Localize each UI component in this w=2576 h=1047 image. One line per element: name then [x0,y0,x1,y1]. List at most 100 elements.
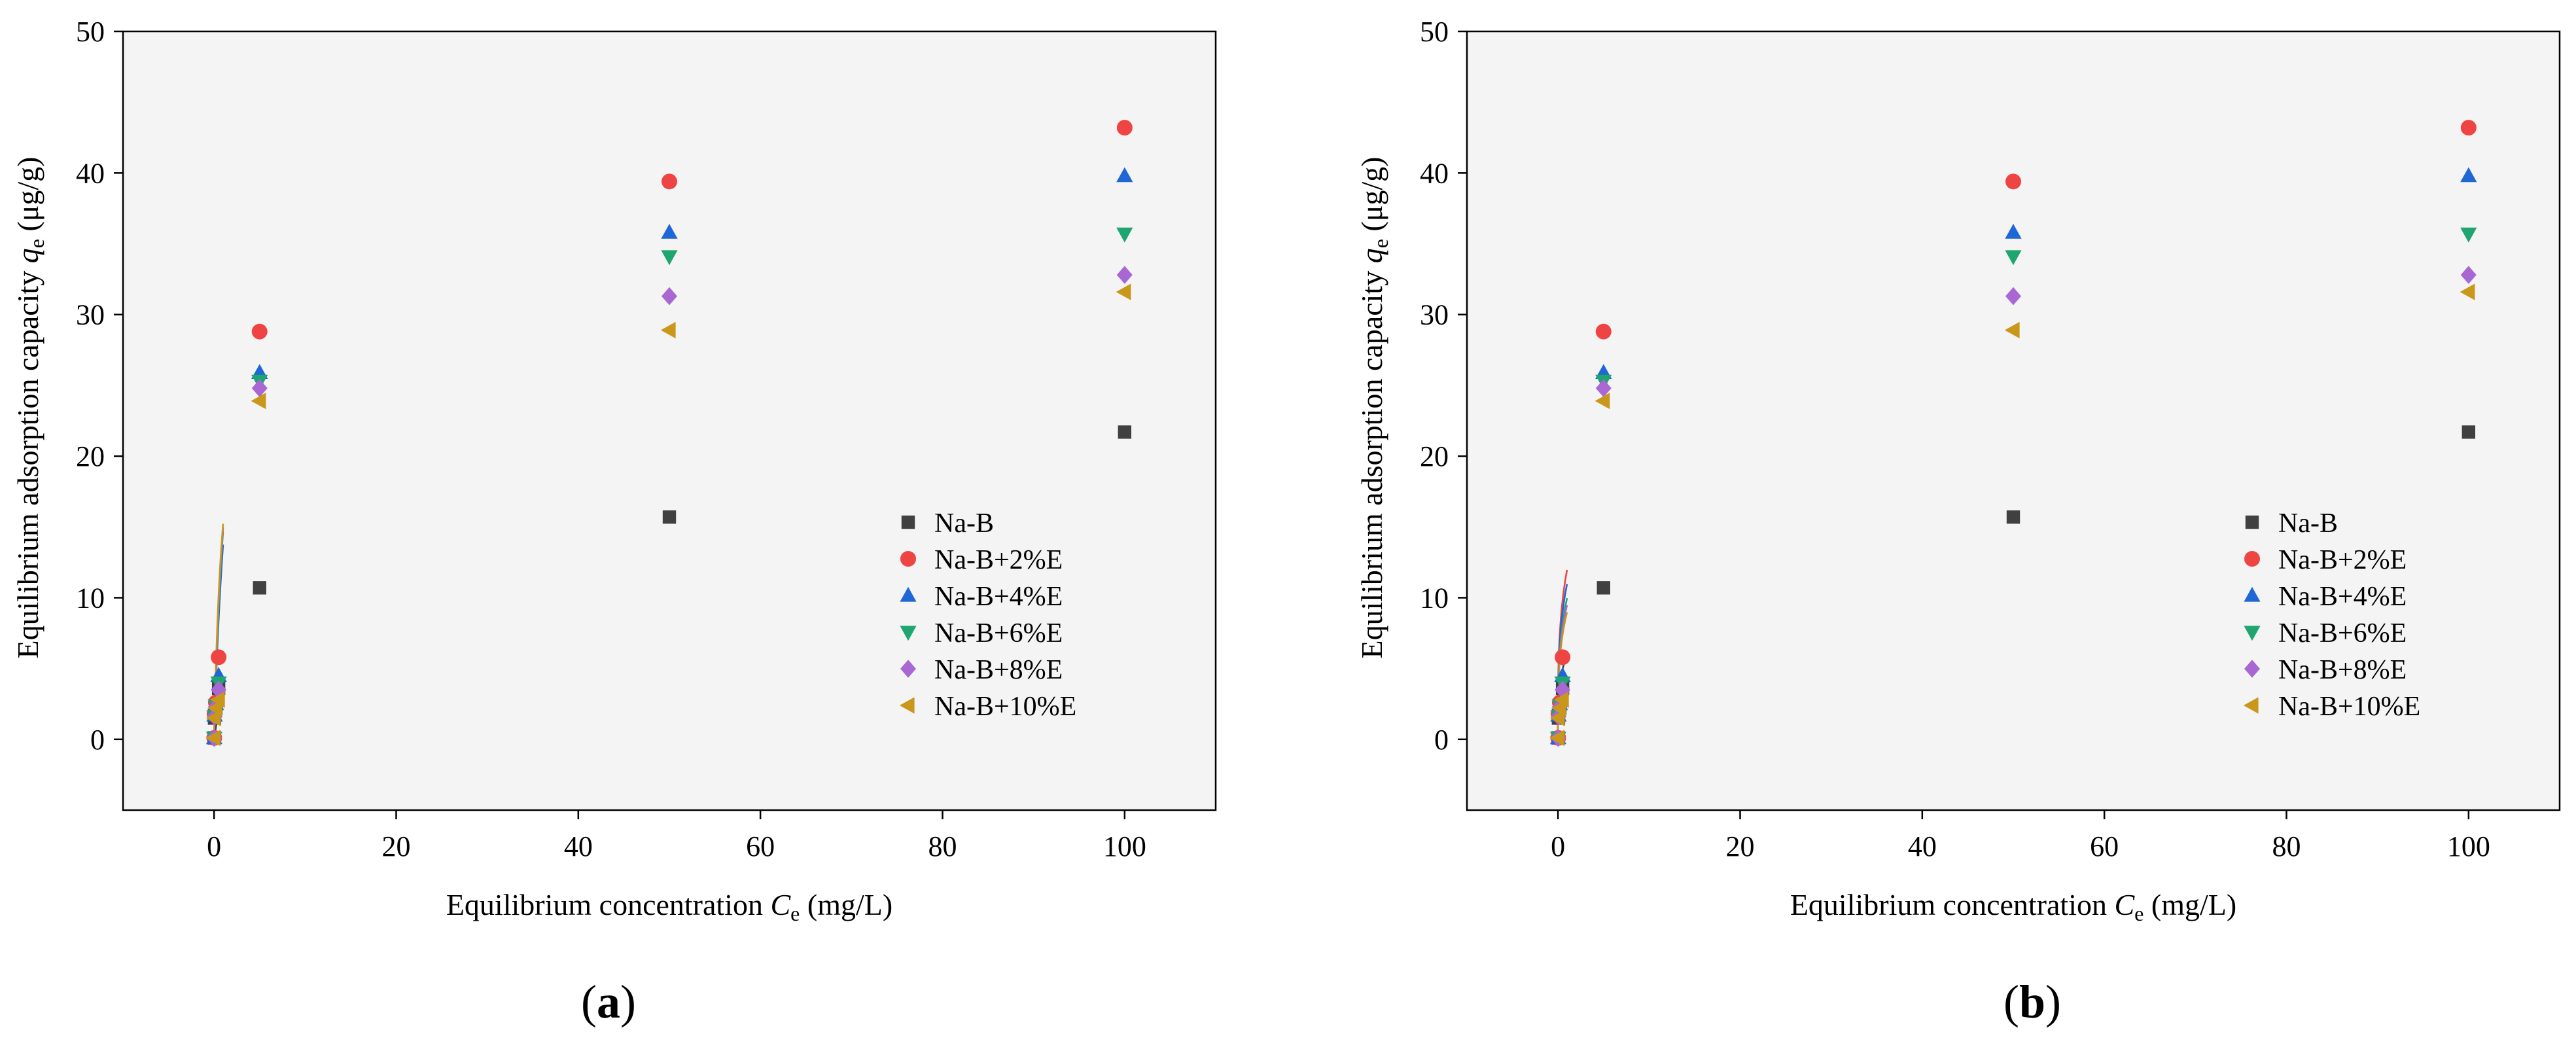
data-point-na-b [2006,510,2020,524]
legend-label-na-b-10-e: Na-B+10%E [934,692,1076,722]
plot-area [1467,31,2560,810]
legend-label-na-b-8-e: Na-B+8%E [934,655,1063,685]
x-tick-label: 60 [2090,830,2119,862]
data-point-na-b-10-e [2004,321,2020,339]
data-point-na-b-10-e [1595,393,1610,410]
legend-marker-na-b-6-e [2244,626,2261,641]
x-tick-label: 100 [2447,830,2490,862]
y-tick-label: 20 [76,440,105,472]
data-point-na-b [1597,581,1610,595]
panel-caption-a: (a) [581,976,636,1028]
legend-label-na-b-2-e: Na-B+2%E [934,545,1063,575]
data-point-na-b-6-e [2460,227,2477,243]
data-point-na-b-2-e [1116,120,1133,136]
data-point-na-b-2-e [2005,173,2021,190]
data-point-na-b-2-e [1555,649,1571,665]
data-point-na-b-8-e [662,287,677,306]
data-point-na-b-6-e [2005,250,2022,266]
legend-label-na-b-6-e: Na-B+6%E [2278,618,2407,648]
x-tick-label: 80 [928,830,957,862]
y-axis-label: Equilibrium adsorption capacity qe (μg/g… [1355,156,1392,658]
y-tick-label: 10 [76,582,105,614]
legend-marker-na-b [2245,515,2259,529]
y-tick-label: 50 [76,16,105,48]
x-tick-label: 80 [2272,830,2301,862]
legend-marker-na-b-8-e [900,660,916,678]
legend-label-na-b: Na-B [934,508,994,539]
data-point-na-b-2-e [251,323,268,340]
panel-caption-a-letter: a [596,976,620,1028]
data-point-na-b-2-e [662,173,677,190]
data-point-na-b-10-e [2460,283,2475,300]
data-point-na-b-2-e [1595,323,1612,340]
data-point-na-b-8-e [2460,266,2477,284]
legend-marker-na-b-4-e [2244,586,2261,602]
legend-marker-na-b-2-e [2244,551,2260,567]
data-point-na-b-10-e [1553,691,1569,708]
y-tick-label: 20 [1420,440,1449,472]
x-tick-label: 20 [382,830,411,862]
chart-panel-b: 0 20 40 60 80 100 0 10 20 30 40 50 Equilibrium conce… [1355,16,2561,925]
data-point-na-b-2-e [211,649,227,665]
y-tick-label: 40 [1420,157,1449,189]
data-point-na-b-8-e [1116,266,1133,284]
legend-label-na-b-10-e: Na-B+10%E [2278,692,2420,722]
legend-label-na-b-4-e: Na-B+4%E [2278,582,2407,612]
legend: Na-B Na-B+2%E Na-B+4%E Na-B+6%E Na-B+8%E Na-B… [899,508,1076,722]
legend-label-na-b-6-e: Na-B+6%E [934,618,1063,648]
x-tick-label: 20 [1726,830,1755,862]
data-point-na-b-10-e [1549,730,1564,747]
data-point-na-b-10-e [251,393,266,410]
data-points [205,120,1133,747]
y-axis-label: Equilibrium adsorption capacity qe (μg/g… [11,156,48,658]
data-point-na-b-6-e [1116,227,1133,243]
data-point-na-b-10-e [205,709,221,726]
x-tick-label: 40 [1908,830,1937,862]
data-point-na-b [662,510,677,524]
panel-caption-b-letter: b [2019,976,2046,1028]
legend-marker-na-b-6-e [900,626,917,641]
legend-marker-na-b-10-e [899,697,915,714]
panel-caption-b: (b) [2003,976,2062,1028]
legend-label-na-b-4-e: Na-B+4%E [934,582,1063,612]
data-point-na-b [1118,425,1132,439]
data-point-na-b [253,581,266,595]
data-point-na-b-10-e [205,730,221,747]
data-point-na-b-10-e [1549,709,1565,726]
x-tick-label: 40 [564,830,593,862]
data-point-na-b-4-e [2005,224,2022,239]
legend-marker-na-b-8-e [2244,660,2260,678]
legend-label-na-b-2-e: Na-B+2%E [2278,545,2407,575]
legend-marker-na-b [901,515,915,529]
legend-marker-na-b-4-e [900,586,917,602]
data-point-na-b-10-e [1116,283,1131,300]
data-point-na-b-4-e [661,224,678,239]
y-tick-label: 40 [76,157,105,189]
legend: Na-B Na-B+2%E Na-B+4%E Na-B+6%E Na-B+8%E Na-B… [2243,508,2420,722]
x-tick-label: 0 [207,830,221,862]
legend-marker-na-b-10-e [2243,697,2259,714]
x-tick-label: 100 [1103,830,1146,862]
y-tick-label: 10 [1420,582,1449,614]
y-tick-label: 30 [1420,299,1449,331]
data-point-na-b-8-e [2005,287,2021,306]
chart-panel-a: 0 20 40 60 80 100 0 10 20 30 40 50 Equilibrium conce… [11,16,1217,925]
x-tick-label: 60 [746,830,775,862]
data-point-na-b-6-e [661,250,678,266]
data-point-na-b-4-e [1116,167,1133,183]
y-tick-label: 30 [76,299,105,331]
legend-label-na-b: Na-B [2278,508,2338,539]
legend-label-na-b-8-e: Na-B+8%E [2278,655,2407,685]
data-point-na-b-8-e [1595,379,1612,397]
y-tick-label: 50 [1420,16,1449,48]
y-tick-label: 0 [90,724,105,756]
data-point-na-b [2461,425,2476,439]
axes-frame [122,30,1217,811]
legend-marker-na-b-2-e [900,551,916,567]
data-point-na-b-8-e [251,379,268,397]
data-point-na-b-10-e [209,691,225,708]
data-point-na-b-2-e [2460,120,2477,136]
data-point-na-b-4-e [2460,167,2477,183]
plot-area [123,31,1216,810]
